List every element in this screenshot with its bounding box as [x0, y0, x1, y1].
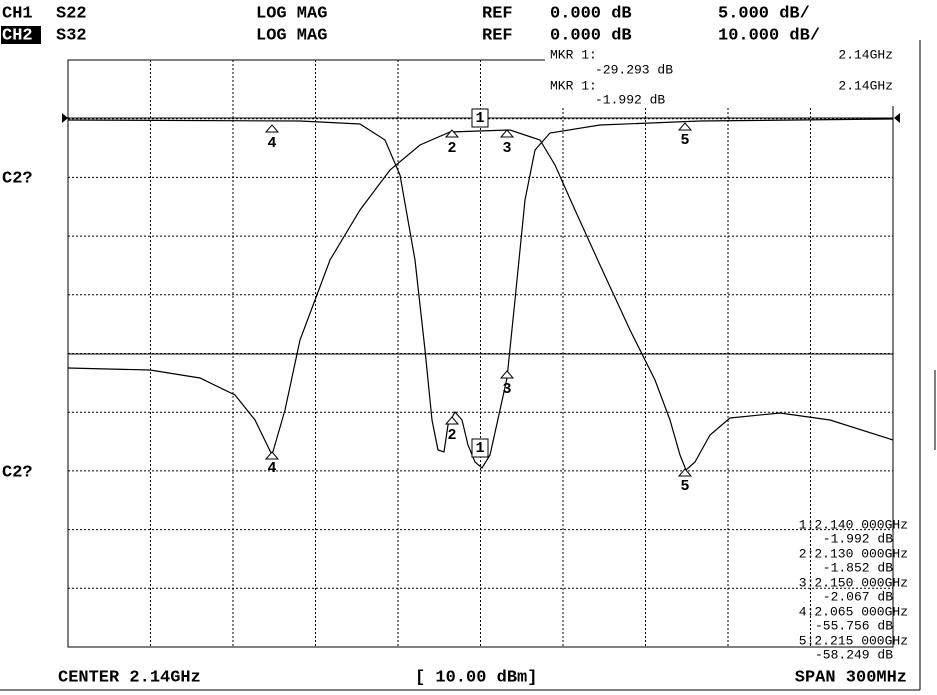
marker-symbol: [677, 122, 693, 131]
marker-value: -29.293 dB: [595, 62, 673, 77]
graticule: [62, 59, 900, 648]
marker-value: -58.249 dB: [815, 647, 893, 662]
ref-label: REF: [482, 26, 513, 45]
channel: CH2: [2, 26, 33, 45]
marker-number: 3: [502, 140, 511, 157]
marker-label: MKR 1:: [550, 78, 597, 93]
marker-number: 1: [475, 110, 484, 127]
format: LOG MAG: [256, 4, 327, 23]
readout-bg: [545, 48, 895, 106]
power: [ 10.00 dBm]: [415, 668, 537, 687]
span: SPAN 300MHz: [795, 668, 907, 687]
trace: [67, 129, 894, 472]
marker-freq: 2.14GHz: [838, 78, 893, 93]
marker-number: 5: [680, 478, 689, 495]
center: CENTER 2.14GHz: [58, 668, 201, 687]
marker-list: 1:2.140 000GHz-1.992 dB2:2.130 000GHz-1.…: [799, 517, 908, 662]
marker-freq: 4:2.065 000GHz: [799, 604, 908, 619]
marker-freq: 2:2.130 000GHz: [799, 546, 908, 561]
marker-symbol: [264, 124, 280, 133]
marker-number: 2: [447, 140, 456, 157]
marker-symbol: [499, 370, 515, 379]
marker-symbol: [444, 416, 460, 425]
marker-symbol: [499, 129, 515, 138]
ref-pointer: [894, 113, 900, 123]
marker-value: -1.852 dB: [823, 560, 893, 575]
marker-freq: 3:2.150 000GHz: [799, 575, 908, 590]
param: S32: [56, 26, 87, 45]
marker-number: 1: [475, 440, 484, 457]
scale: 10.000 dB/: [718, 26, 820, 45]
ref-label: REF: [482, 4, 513, 23]
marker-value: -2.067 dB: [823, 589, 893, 604]
marker-freq: 5:2.215 000GHz: [799, 633, 908, 648]
marker-freq: 1:2.140 000GHz: [799, 517, 908, 532]
marker-number: 4: [267, 460, 276, 477]
ref: 0.000 dB: [550, 4, 632, 23]
marker-freq: 2.14GHz: [838, 47, 893, 62]
marker-number: 5: [680, 132, 689, 149]
active-marker: [471, 438, 489, 458]
marker-value: -1.992 dB: [823, 531, 893, 546]
channel-label: C2?: [2, 169, 33, 188]
marker-value: -1.992 dB: [595, 92, 665, 107]
trace: [67, 118, 894, 469]
channel-label: C2?: [2, 463, 33, 482]
active-channel-box: [1, 26, 41, 44]
channel: CH1: [2, 4, 33, 23]
scale: 5.000 dB/: [718, 4, 810, 23]
marker-symbol: [264, 451, 280, 460]
marker-symbol: [444, 129, 460, 138]
active-marker: [471, 108, 489, 128]
param: S22: [56, 4, 87, 23]
marker-label: MKR 1:: [550, 47, 597, 62]
ref-pointer: [62, 113, 68, 123]
marker-number: 2: [447, 427, 456, 444]
format: LOG MAG: [256, 26, 327, 45]
marker-number: 3: [502, 381, 511, 398]
marker-number: 4: [267, 135, 276, 152]
marker-value: -55.756 dB: [815, 618, 893, 633]
ref: 0.000 dB: [550, 26, 632, 45]
marker-symbol: [677, 468, 693, 477]
